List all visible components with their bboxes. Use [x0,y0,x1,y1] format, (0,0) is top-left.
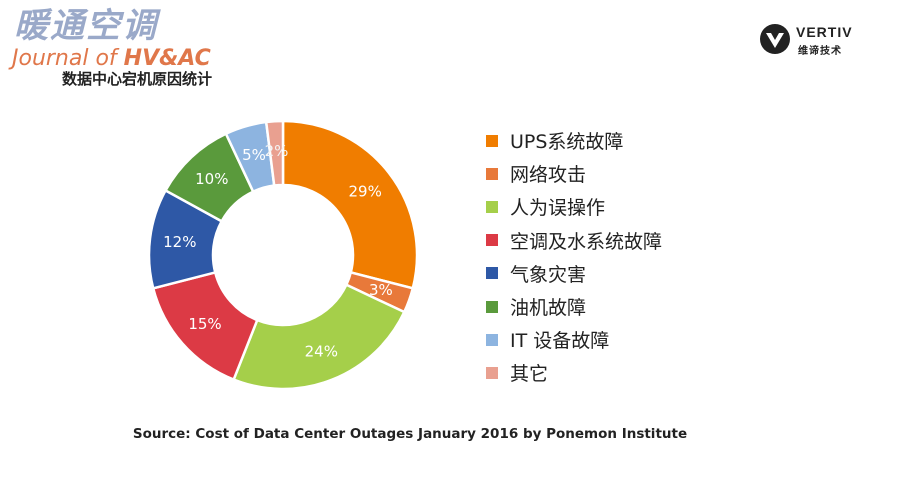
legend-item: 网络攻击 [486,157,662,190]
legend-swatch [486,200,498,213]
legend-label: 人为误操作 [510,197,606,220]
slice-value-label: 3% [369,281,393,299]
legend-label: 网络攻击 [510,164,587,187]
legend-swatch [486,366,498,379]
chart-legend: UPS系统故障 网络攻击人为误操作空调及水系统故障 气象灾害油机故障 IT 设备故障其… [486,124,662,390]
legend-swatch [486,134,498,147]
legend-swatch [486,167,498,180]
slice-value-label: 29% [349,182,382,200]
source-note: Source: Cost of Data Center Outages Janu… [132,426,688,442]
slice-value-label: 2% [265,142,289,160]
legend-item: 油机故障 [486,290,662,323]
legend-label: 油机故障 [510,297,587,320]
vertiv-mark-icon [760,24,790,54]
legend-swatch [486,267,498,280]
legend-swatch [486,234,498,247]
legend-item: 其它 [486,356,662,389]
chart-title: 数据中心宕机原因统计 [62,70,213,88]
journal-logo-en-highlight: HV&AC [123,46,211,71]
legend-item: UPS系统故障 [486,124,662,157]
vertiv-logo: VERTIV 维谛技术 [758,22,888,57]
slice-value-label: 12% [163,233,196,251]
legend-label: IT 设备故障 [510,330,610,353]
legend-item: IT 设备故障 [486,323,662,356]
legend-swatch [486,333,498,346]
donut-slice-labels: 29% 3% 24% 15% 12% 10% 5%2% [163,142,393,360]
vertiv-name: VERTIV [796,24,853,40]
donut-slice [264,119,285,187]
slice-value-label: 10% [195,170,228,188]
slice-value-label: 5% [242,146,266,164]
legend-label: 空调及水系统故障 [510,230,663,253]
journal-logo-en-prefix: Journal of [12,46,124,71]
legend-item: 空调及水系统故障 [486,224,662,257]
legend-item: 人为误操作 [486,190,662,223]
legend-swatch [486,300,498,313]
legend-item: 气象灾害 [486,257,662,290]
journal-logo-en: Journal of HV&AC [12,46,211,72]
slice-value-label: 24% [305,343,338,361]
donut-slices [147,119,419,391]
legend-label: 气象灾害 [510,263,587,286]
legend-label: UPS系统故障 [510,131,624,154]
donut-slice [281,119,419,290]
vertiv-name-cn: 维谛技术 [798,46,842,57]
journal-logo-cn: 暖通空调 [14,6,158,46]
donut-slice [232,283,406,391]
slice-value-label: 15% [188,315,221,333]
legend-label: 其它 [510,363,549,386]
journal-logo: 暖通空调 Journal of HV&AC [12,6,252,74]
